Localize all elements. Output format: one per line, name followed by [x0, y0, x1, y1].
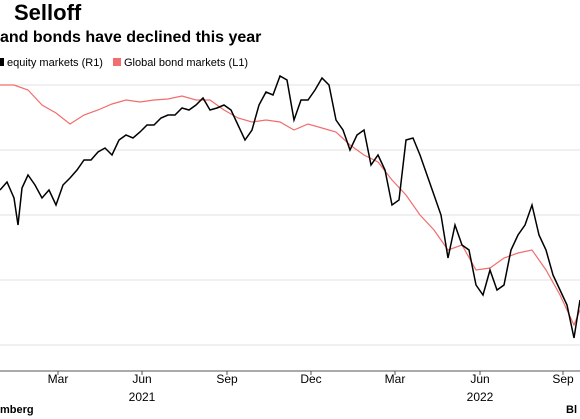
x-tick-label: Dec [300, 372, 321, 386]
x-tick-label: Jun [470, 372, 489, 386]
legend-label: equity markets (R1) [7, 57, 103, 69]
legend-swatch [0, 58, 4, 66]
chart-title: Selloff [14, 0, 82, 25]
x-tick-label: Jun [132, 372, 151, 386]
line-series [0, 74, 580, 339]
source: mberg [0, 404, 34, 416]
legend-label: Global bond markets (L1) [124, 57, 248, 69]
x-tick-label: Sep [216, 372, 238, 386]
x-tick-label: Mar [48, 372, 69, 386]
year-label: 2022 [467, 390, 494, 404]
x-tick-label: Sep [552, 372, 574, 386]
line-series [0, 84, 580, 327]
chart-subtitle: and bonds have declined this year [0, 29, 261, 46]
legend-swatch [112, 58, 121, 66]
x-tick-label: Mar [385, 372, 406, 386]
year-label: 2021 [129, 390, 156, 404]
source-logo: Bl [566, 404, 577, 416]
